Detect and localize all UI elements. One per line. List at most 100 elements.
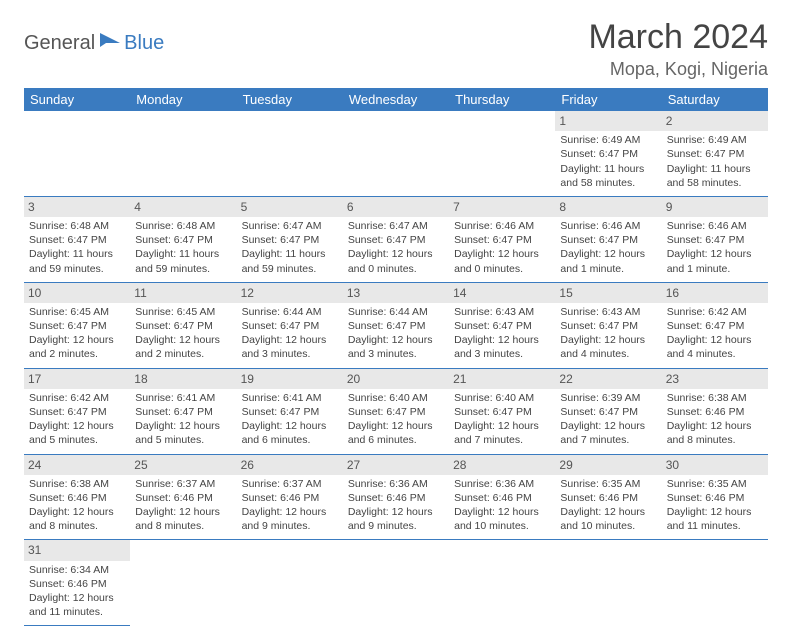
sunrise-text: Sunrise: 6:38 AM (29, 477, 125, 491)
day-number: 15 (555, 283, 661, 303)
logo-text-general: General (24, 32, 95, 55)
daylight-text: Daylight: 11 hours and 58 minutes. (667, 162, 763, 190)
day-info: Sunrise: 6:40 AMSunset: 6:47 PMDaylight:… (347, 391, 445, 448)
sunset-text: Sunset: 6:47 PM (348, 319, 444, 333)
daylight-text: Daylight: 12 hours and 4 minutes. (667, 333, 763, 361)
sunset-text: Sunset: 6:47 PM (667, 319, 763, 333)
sunset-text: Sunset: 6:47 PM (29, 405, 125, 419)
sunset-text: Sunset: 6:47 PM (242, 405, 338, 419)
calendar-cell (449, 111, 555, 196)
calendar-cell: 24Sunrise: 6:38 AMSunset: 6:46 PMDayligh… (24, 454, 130, 540)
weekday-header: Tuesday (237, 88, 343, 111)
calendar-cell: 25Sunrise: 6:37 AMSunset: 6:46 PMDayligh… (130, 454, 236, 540)
daylight-text: Daylight: 12 hours and 0 minutes. (454, 247, 550, 275)
sunset-text: Sunset: 6:46 PM (454, 491, 550, 505)
day-info: Sunrise: 6:36 AMSunset: 6:46 PMDaylight:… (453, 477, 551, 534)
day-info: Sunrise: 6:46 AMSunset: 6:47 PMDaylight:… (559, 219, 657, 276)
sunset-text: Sunset: 6:47 PM (29, 319, 125, 333)
sunset-text: Sunset: 6:47 PM (560, 405, 656, 419)
day-number: 8 (555, 197, 661, 217)
calendar-cell: 12Sunrise: 6:44 AMSunset: 6:47 PMDayligh… (237, 282, 343, 368)
sunrise-text: Sunrise: 6:46 AM (560, 219, 656, 233)
calendar-cell: 22Sunrise: 6:39 AMSunset: 6:47 PMDayligh… (555, 368, 661, 454)
sunrise-text: Sunrise: 6:49 AM (667, 133, 763, 147)
calendar-row: 3Sunrise: 6:48 AMSunset: 6:47 PMDaylight… (24, 196, 768, 282)
calendar-cell (130, 540, 236, 626)
daylight-text: Daylight: 12 hours and 5 minutes. (135, 419, 231, 447)
day-info: Sunrise: 6:45 AMSunset: 6:47 PMDaylight:… (28, 305, 126, 362)
calendar-row: 10Sunrise: 6:45 AMSunset: 6:47 PMDayligh… (24, 282, 768, 368)
day-number: 19 (237, 369, 343, 389)
day-number: 1 (555, 111, 661, 131)
calendar-cell: 17Sunrise: 6:42 AMSunset: 6:47 PMDayligh… (24, 368, 130, 454)
day-info: Sunrise: 6:44 AMSunset: 6:47 PMDaylight:… (347, 305, 445, 362)
day-info: Sunrise: 6:47 AMSunset: 6:47 PMDaylight:… (241, 219, 339, 276)
daylight-text: Daylight: 12 hours and 8 minutes. (135, 505, 231, 533)
sunset-text: Sunset: 6:47 PM (454, 319, 550, 333)
sunset-text: Sunset: 6:47 PM (135, 405, 231, 419)
day-number: 25 (130, 455, 236, 475)
daylight-text: Daylight: 12 hours and 8 minutes. (667, 419, 763, 447)
calendar-cell: 14Sunrise: 6:43 AMSunset: 6:47 PMDayligh… (449, 282, 555, 368)
calendar-cell: 26Sunrise: 6:37 AMSunset: 6:46 PMDayligh… (237, 454, 343, 540)
day-info: Sunrise: 6:41 AMSunset: 6:47 PMDaylight:… (241, 391, 339, 448)
title-block: March 2024 Mopa, Kogi, Nigeria (588, 18, 768, 80)
calendar-cell (343, 111, 449, 196)
sunset-text: Sunset: 6:47 PM (454, 233, 550, 247)
daylight-text: Daylight: 12 hours and 11 minutes. (667, 505, 763, 533)
daylight-text: Daylight: 12 hours and 8 minutes. (29, 505, 125, 533)
sunrise-text: Sunrise: 6:49 AM (560, 133, 656, 147)
weekday-header-row: Sunday Monday Tuesday Wednesday Thursday… (24, 88, 768, 111)
sunset-text: Sunset: 6:47 PM (348, 405, 444, 419)
daylight-text: Daylight: 12 hours and 6 minutes. (348, 419, 444, 447)
day-info: Sunrise: 6:49 AMSunset: 6:47 PMDaylight:… (559, 133, 657, 190)
logo-text-blue: Blue (124, 32, 164, 55)
day-info: Sunrise: 6:36 AMSunset: 6:46 PMDaylight:… (347, 477, 445, 534)
daylight-text: Daylight: 11 hours and 59 minutes. (29, 247, 125, 275)
calendar-cell (237, 540, 343, 626)
daylight-text: Daylight: 12 hours and 9 minutes. (242, 505, 338, 533)
flag-icon (100, 33, 122, 54)
day-info: Sunrise: 6:42 AMSunset: 6:47 PMDaylight:… (666, 305, 764, 362)
sunrise-text: Sunrise: 6:37 AM (135, 477, 231, 491)
sunrise-text: Sunrise: 6:47 AM (348, 219, 444, 233)
sunrise-text: Sunrise: 6:48 AM (29, 219, 125, 233)
day-info: Sunrise: 6:38 AMSunset: 6:46 PMDaylight:… (28, 477, 126, 534)
day-info: Sunrise: 6:49 AMSunset: 6:47 PMDaylight:… (666, 133, 764, 190)
daylight-text: Daylight: 12 hours and 2 minutes. (135, 333, 231, 361)
day-number: 14 (449, 283, 555, 303)
calendar-cell (130, 111, 236, 196)
calendar-cell: 3Sunrise: 6:48 AMSunset: 6:47 PMDaylight… (24, 196, 130, 282)
day-info: Sunrise: 6:48 AMSunset: 6:47 PMDaylight:… (28, 219, 126, 276)
sunset-text: Sunset: 6:46 PM (29, 491, 125, 505)
day-number: 30 (662, 455, 768, 475)
calendar-cell (662, 540, 768, 626)
sunrise-text: Sunrise: 6:47 AM (242, 219, 338, 233)
day-number: 20 (343, 369, 449, 389)
sunrise-text: Sunrise: 6:45 AM (135, 305, 231, 319)
sunrise-text: Sunrise: 6:41 AM (135, 391, 231, 405)
header: General Blue March 2024 Mopa, Kogi, Nige… (24, 18, 768, 80)
sunset-text: Sunset: 6:47 PM (560, 147, 656, 161)
location: Mopa, Kogi, Nigeria (588, 59, 768, 80)
daylight-text: Daylight: 12 hours and 3 minutes. (242, 333, 338, 361)
daylight-text: Daylight: 11 hours and 59 minutes. (242, 247, 338, 275)
day-info: Sunrise: 6:37 AMSunset: 6:46 PMDaylight:… (134, 477, 232, 534)
calendar-cell: 29Sunrise: 6:35 AMSunset: 6:46 PMDayligh… (555, 454, 661, 540)
weekday-header: Friday (555, 88, 661, 111)
calendar-cell: 16Sunrise: 6:42 AMSunset: 6:47 PMDayligh… (662, 282, 768, 368)
calendar-cell (24, 111, 130, 196)
sunset-text: Sunset: 6:47 PM (29, 233, 125, 247)
sunset-text: Sunset: 6:47 PM (242, 233, 338, 247)
daylight-text: Daylight: 12 hours and 0 minutes. (348, 247, 444, 275)
sunset-text: Sunset: 6:47 PM (135, 233, 231, 247)
weekday-header: Sunday (24, 88, 130, 111)
day-info: Sunrise: 6:42 AMSunset: 6:47 PMDaylight:… (28, 391, 126, 448)
day-info: Sunrise: 6:37 AMSunset: 6:46 PMDaylight:… (241, 477, 339, 534)
day-number: 11 (130, 283, 236, 303)
calendar-cell: 18Sunrise: 6:41 AMSunset: 6:47 PMDayligh… (130, 368, 236, 454)
daylight-text: Daylight: 12 hours and 9 minutes. (348, 505, 444, 533)
day-info: Sunrise: 6:40 AMSunset: 6:47 PMDaylight:… (453, 391, 551, 448)
day-number: 21 (449, 369, 555, 389)
day-number: 6 (343, 197, 449, 217)
